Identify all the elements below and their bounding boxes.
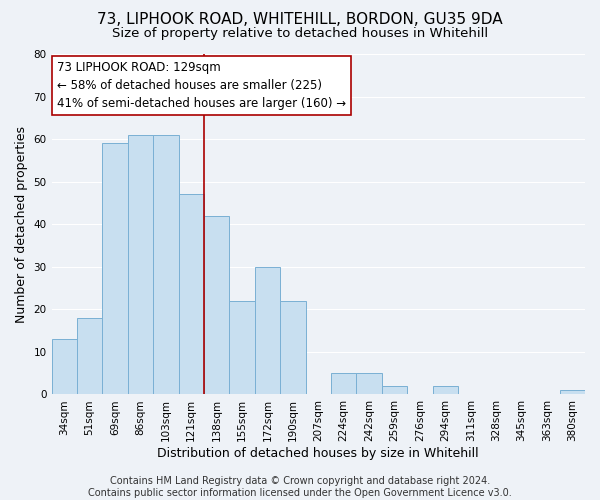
Text: Size of property relative to detached houses in Whitehill: Size of property relative to detached ho… (112, 28, 488, 40)
Y-axis label: Number of detached properties: Number of detached properties (15, 126, 28, 322)
Bar (229, 301, 255, 394)
Text: Contains HM Land Registry data © Crown copyright and database right 2024.
Contai: Contains HM Land Registry data © Crown c… (88, 476, 512, 498)
Bar (179, 194, 204, 394)
Text: 73, LIPHOOK ROAD, WHITEHILL, BORDON, GU35 9DA: 73, LIPHOOK ROAD, WHITEHILL, BORDON, GU3… (97, 12, 503, 28)
Bar (204, 216, 229, 394)
Bar (128, 135, 153, 394)
Bar (255, 267, 280, 394)
Bar (560, 390, 585, 394)
Bar (382, 386, 407, 394)
Bar (52, 339, 77, 394)
Bar (153, 135, 179, 394)
X-axis label: Distribution of detached houses by size in Whitehill: Distribution of detached houses by size … (157, 447, 479, 460)
Bar (77, 318, 103, 394)
Bar (280, 301, 305, 394)
Text: 73 LIPHOOK ROAD: 129sqm
← 58% of detached houses are smaller (225)
41% of semi-d: 73 LIPHOOK ROAD: 129sqm ← 58% of detache… (57, 61, 346, 110)
Bar (356, 373, 382, 394)
Bar (331, 373, 356, 394)
Bar (433, 386, 458, 394)
Bar (103, 144, 128, 394)
